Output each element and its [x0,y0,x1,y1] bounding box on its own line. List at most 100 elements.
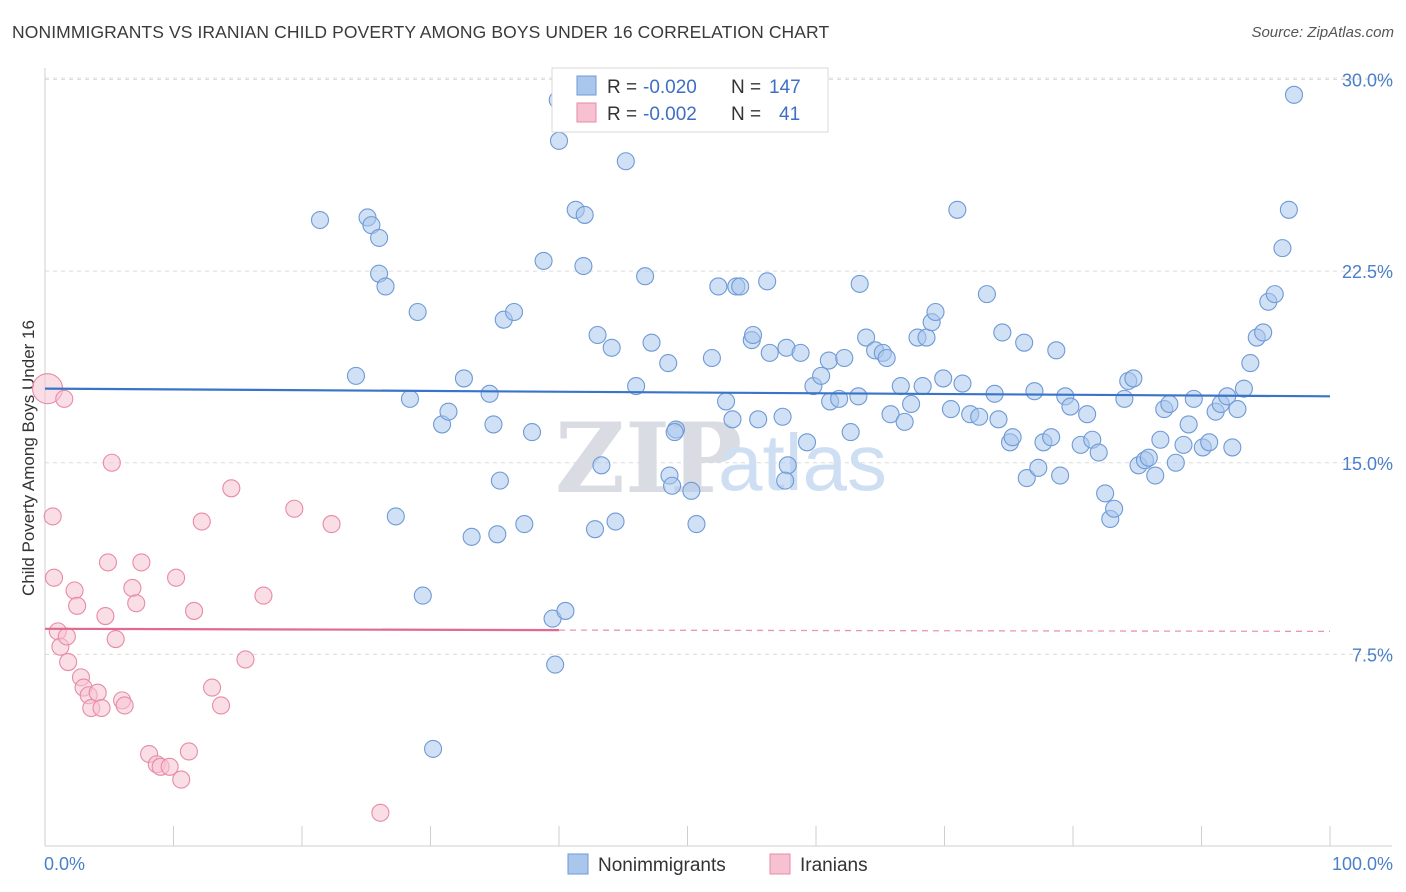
nonimmigrants-point [1015,333,1034,352]
nonimmigrants-point [1146,466,1165,485]
nonimmigrants-point [687,515,706,534]
iranians-point [371,803,390,822]
nonimmigrants-point [480,384,499,403]
legend-r-value-1: -0.020 [643,77,697,98]
nonimmigrants-point [1047,341,1066,360]
iranians-trend-line [44,627,560,632]
y-tick-label: 7.5% [1352,645,1393,665]
nonimmigrants-point [841,423,860,442]
nonimmigrants-point [585,520,605,539]
nonimmigrants-point [830,389,849,408]
iranians-point [179,742,198,761]
nonimmigrants-point [665,423,684,442]
nonimmigrants-point [902,394,921,414]
nonimmigrants-point [797,433,817,452]
y-tick-label: 30.0% [1342,71,1393,91]
x-tick-labels: 0.0% 100.0% [44,854,1393,874]
nonimmigrants-point [702,348,721,368]
nonimmigrants-point [439,402,458,421]
nonimmigrants-point [948,200,967,219]
bottom-legend-nonimmigrants: Nonimmigrants [598,855,726,876]
nonimmigrants-point [791,343,810,362]
iranians-point [43,507,62,526]
nonimmigrants-point [616,152,635,171]
iranians-point [211,696,231,715]
nonimmigrants-point [663,476,682,495]
nonimmigrants-point [989,410,1008,429]
nonimmigrants-point [926,302,945,322]
nonimmigrants-point [484,415,503,434]
iranians-point [322,515,341,534]
nonimmigrants-point [1184,389,1203,408]
axes [44,68,1392,847]
nonimmigrants-point [758,272,777,291]
nonimmigrants-point [881,405,900,424]
nonimmigrants-point [408,302,427,322]
nonimmigrants-point [454,369,473,388]
nonimmigrants-points [310,80,1304,758]
nonimmigrants-point [659,354,678,373]
nonimmigrants-point [504,302,524,322]
legend-swatch-nonimmigrants [576,75,597,96]
nonimmigrants-point [934,369,953,388]
nonimmigrants-point [1115,389,1134,408]
nonimmigrants-point [549,131,569,150]
nonimmigrants-point [575,205,594,224]
nonimmigrants-point [642,333,661,352]
nonimmigrants-point [819,351,838,370]
iranians-point [102,453,121,472]
x-tick-label: 100.0% [1332,854,1393,874]
watermark-atlas: atlas [718,418,887,507]
nonimmigrants-point [1042,428,1061,447]
nonimmigrants-point [400,389,419,408]
nonimmigrants-point [773,407,792,426]
nonimmigrants-point [1284,85,1304,104]
x-tick-label: 0.0% [44,854,85,874]
nonimmigrants-point [709,277,728,296]
bottom-legend-swatch-nonimmigrants [567,853,589,875]
iranians-point [236,650,255,669]
nonimmigrants-point [835,348,854,368]
nonimmigrants-point [1223,438,1242,457]
iranians-point [254,586,273,605]
iranians-point [160,757,179,776]
nonimmigrants-point [1273,239,1292,258]
nonimmigrants-point [1096,484,1115,503]
nonimmigrants-point [462,527,481,546]
legend-n-value-2: 41 [779,104,800,125]
iranians-point [123,578,142,597]
nonimmigrants-point [1265,285,1284,304]
nonimmigrants-point [857,328,876,347]
nonimmigrants-point [1051,466,1070,485]
iranians-point [68,596,87,615]
iranians-point [185,601,204,620]
nonimmigrants-point [895,412,914,431]
bottom-legend-iranians: Iranians [800,855,868,876]
nonimmigrants-point [592,456,611,475]
nonimmigrants-point [1139,448,1158,467]
legend-swatch-iranians [576,102,597,123]
nonimmigrants-point [424,739,443,758]
iranians-point [44,568,64,587]
nonimmigrants-point [490,471,509,490]
nonimmigrants-point [1174,435,1193,454]
chart-source: Source: ZipAtlas.com [1251,24,1394,41]
nonimmigrants-point [1025,382,1044,401]
nonimmigrants-point [917,328,936,347]
nonimmigrants-point [522,423,542,442]
nonimmigrants-point [743,325,763,345]
nonimmigrants-point [370,228,389,247]
nonimmigrants-point [941,400,960,419]
nonimmigrants-point [1124,369,1143,388]
legend-bottom: Nonimmigrants Iranians [567,853,868,876]
nonimmigrants-point [376,277,395,296]
nonimmigrants-point [488,525,507,544]
nonimmigrants-point [953,374,972,393]
nonimmigrants-point [627,377,646,396]
nonimmigrants-point [891,377,910,396]
watermark-zip: ZIP [555,402,742,515]
iranians-point [88,683,107,702]
nonimmigrants-point [760,343,779,362]
nonimmigrants-point [1017,469,1036,488]
